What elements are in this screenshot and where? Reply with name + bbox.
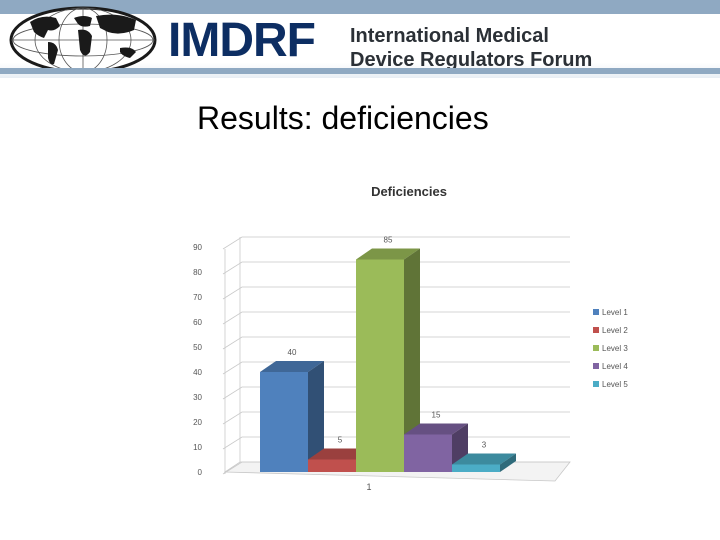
bar-front	[404, 434, 452, 472]
y-axis-ticks: 0 10 20 30 40 50 60 70 80 90	[193, 243, 202, 477]
x-axis-tick-label: 1	[366, 482, 371, 492]
legend-item: Level 1	[593, 308, 628, 317]
bar-side	[500, 453, 516, 472]
org-name: International Medical Device Regulators …	[350, 24, 650, 72]
data-label: 5	[338, 436, 343, 445]
y-tick-label: 10	[193, 443, 202, 452]
gridline	[222, 386, 570, 400]
y-tick-label: 90	[193, 243, 202, 252]
legend-swatch	[593, 327, 599, 333]
world-globe-icon	[9, 6, 157, 74]
bar-top	[260, 361, 324, 372]
y-tick-label: 40	[193, 368, 202, 377]
logo-wordmark: IMDRF	[168, 14, 316, 67]
legend-label: Level 4	[602, 362, 628, 371]
legend-item: Level 3	[593, 344, 628, 353]
legend-label: Level 3	[602, 344, 628, 353]
bar-level-4	[404, 423, 468, 472]
bar-side	[404, 248, 420, 472]
legend-item: Level 2	[593, 326, 628, 335]
org-name-line-1: International Medical	[350, 25, 549, 47]
bar-front	[356, 259, 404, 472]
y-tick-label: 30	[193, 393, 202, 402]
data-label: 85	[384, 236, 393, 245]
slide-title: Results: deficiencies	[197, 100, 489, 136]
bar-top	[356, 248, 420, 260]
chart-title: Deficiencies	[371, 184, 447, 199]
legend-label: Level 1	[602, 308, 628, 317]
legend-swatch	[593, 381, 599, 387]
header-divider	[0, 68, 720, 74]
gridline	[222, 361, 570, 375]
legend-swatch	[593, 309, 599, 315]
legend-swatch	[593, 345, 599, 351]
data-label: 3	[482, 441, 487, 450]
gridline	[222, 261, 570, 275]
chart-bars	[260, 248, 516, 472]
bar-top	[404, 423, 468, 435]
data-labels: 40 5 85 15 3	[288, 236, 487, 450]
header-banner: IMDRF International Medical Device Regul…	[0, 0, 720, 78]
data-label: 15	[432, 411, 441, 420]
y-tick-label: 0	[198, 468, 203, 477]
legend-label: Level 2	[602, 326, 628, 335]
gridline	[222, 286, 570, 300]
bar-level-5	[452, 453, 516, 472]
legend-item: Level 4	[593, 362, 628, 371]
org-name-line-2: Device Regulators Forum	[350, 49, 593, 71]
bar-front	[452, 464, 500, 472]
y-tick-label: 50	[193, 343, 202, 352]
y-tick-label: 60	[193, 318, 202, 327]
bar-top	[452, 453, 516, 465]
data-label: 40	[288, 348, 297, 357]
bar-front	[308, 459, 356, 472]
y-tick-label: 80	[193, 268, 202, 277]
y-tick-label: 70	[193, 293, 202, 302]
bar-level-3	[356, 248, 420, 472]
deficiencies-chart: Deficiencies 0 10 20 30 40 50 60 70 80 90 40 5 85 15…	[193, 184, 628, 492]
gridline	[222, 236, 570, 250]
gridline	[222, 411, 570, 425]
header-top-band	[0, 0, 720, 14]
y-tick-label: 20	[193, 418, 202, 427]
bar-front	[260, 372, 308, 472]
legend-swatch	[593, 363, 599, 369]
gridline	[222, 311, 570, 325]
gridline	[222, 336, 570, 350]
chart-legend: Level 1 Level 2 Level 3 Level 4 Level 5	[593, 308, 628, 389]
bar-level-1	[260, 361, 324, 472]
legend-label: Level 5	[602, 380, 628, 389]
bar-side	[308, 361, 324, 472]
legend-item: Level 5	[593, 380, 628, 389]
